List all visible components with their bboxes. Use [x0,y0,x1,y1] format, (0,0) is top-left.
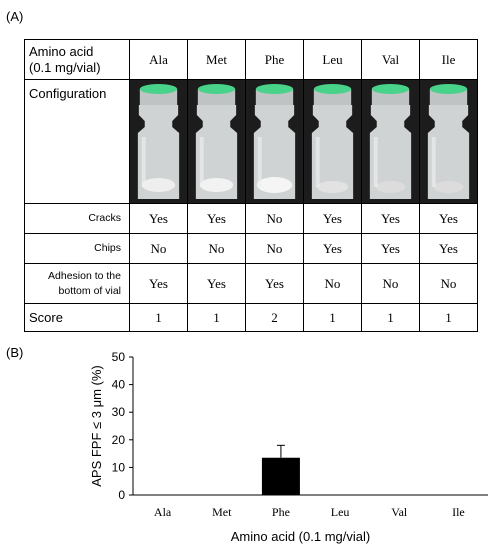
chips-value: No [245,233,304,264]
amino-acid-header: Ala [129,39,188,80]
adhesion-label-line1: Adhesion to the [48,269,121,282]
header-amino-acid-cell: Amino acid (0.1 mg/vial) [24,39,130,80]
chips-label: Chips [24,233,130,264]
y-tick-label: 50 [112,350,126,364]
adhesion-value: Yes [187,263,246,304]
cracks-row: Cracks Yes Yes No Yes Yes Yes [24,203,478,234]
y-tick-label: 30 [112,405,126,419]
chips-value: Yes [419,233,478,264]
cracks-value: Yes [361,203,420,234]
configuration-label: Configuration [24,79,130,204]
y-tick-label: 40 [112,378,126,392]
chips-row: Chips No No No Yes Yes Yes [24,233,478,264]
score-row: Score 1 1 2 1 1 1 [24,303,478,332]
adhesion-value: No [361,263,420,304]
y-axis-label: APS FPF ≤ 3 μm (%) [89,365,104,487]
y-tick-label: 10 [112,460,126,474]
configuration-row: Configuration [24,79,478,204]
x-tick-label: Met [212,505,232,519]
x-tick-label: Ile [452,505,465,519]
y-tick-label: 0 [118,488,125,502]
chips-value: Yes [303,233,362,264]
chips-value: No [129,233,188,264]
score-value: 1 [361,303,420,332]
adhesion-value: No [419,263,478,304]
score-value: 1 [419,303,478,332]
y-tick-label: 20 [112,433,126,447]
adhesion-value: No [303,263,362,304]
table-header-row: Amino acid (0.1 mg/vial) Ala Met Phe Leu… [24,39,478,80]
vial-image [130,80,187,203]
vial-photo-met [187,79,246,204]
adhesion-value: Yes [245,263,304,304]
amino-acid-header: Ile [419,39,478,80]
adhesion-label-line2: bottom of vial [58,284,121,297]
chips-value: Yes [361,233,420,264]
x-tick-label: Leu [331,505,350,519]
vial-photo-phe [245,79,304,204]
x-tick-label: Ala [154,505,172,519]
vial-image [246,80,303,203]
adhesion-row: Adhesion to the bottom of vial Yes Yes Y… [24,263,478,304]
vial-image [420,80,477,203]
panel-b-label: (B) [6,345,24,360]
x-tick-label: Val [391,505,408,519]
cracks-label: Cracks [24,203,130,234]
score-value: 1 [187,303,246,332]
vial-photo-ile [419,79,478,204]
cracks-value: Yes [303,203,362,234]
adhesion-label: Adhesion to the bottom of vial [24,263,130,304]
score-label: Score [24,303,130,332]
cracks-value: No [245,203,304,234]
score-value: 2 [245,303,304,332]
x-axis-label: Amino acid (0.1 mg/vial) [231,529,370,544]
vial-image [304,80,361,203]
cracks-value: Yes [129,203,188,234]
amino-acid-header: Met [187,39,246,80]
panel-a-label: (A) [6,9,24,24]
score-value: 1 [129,303,188,332]
vial-photo-leu [303,79,362,204]
adhesion-value: Yes [129,263,188,304]
header-amount-label: (0.1 mg/vial) [29,59,101,75]
amino-acid-header: Val [361,39,420,80]
fpf-bar-chart: 0 10 20 30 40 50 Ala Met Phe Leu Val Ile Amino acid … [89,350,488,544]
x-tick-label: Phe [272,505,290,519]
amino-acid-header: Leu [303,39,362,80]
header-amino-acid-label: Amino acid [29,43,94,59]
vial-photo-ala [129,79,188,204]
evaluation-table: Amino acid (0.1 mg/vial) Ala Met Phe Leu… [24,39,478,332]
cracks-value: Yes [187,203,246,234]
score-value: 1 [303,303,362,332]
bar [261,457,300,495]
chips-value: No [187,233,246,264]
vial-image [362,80,419,203]
vial-image [188,80,245,203]
vial-photo-val [361,79,420,204]
cracks-value: Yes [419,203,478,234]
amino-acid-header: Phe [245,39,304,80]
